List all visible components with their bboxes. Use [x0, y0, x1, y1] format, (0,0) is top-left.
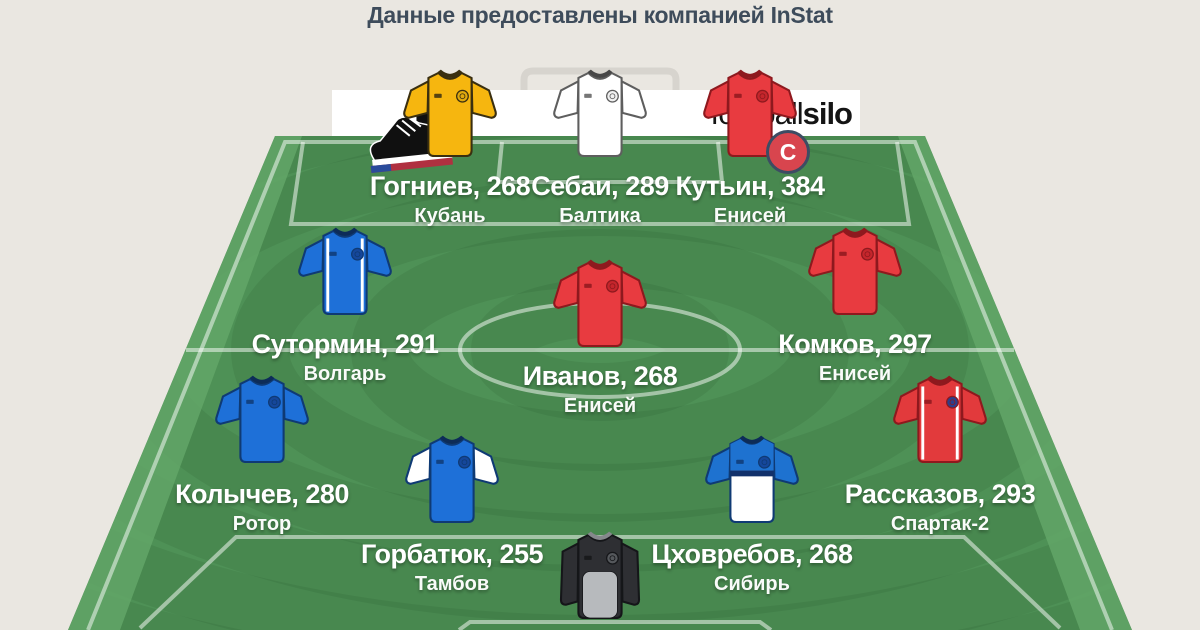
player-defender — [212, 374, 312, 474]
player-club: Енисей — [818, 363, 892, 386]
player-club: Кубань — [414, 205, 486, 228]
player-forward — [400, 68, 500, 168]
player-label: Кутьин, 384 Енисей — [600, 171, 900, 228]
player-midfielder — [295, 226, 395, 326]
player-club: Волгарь — [303, 363, 387, 386]
pitch-edge-right — [898, 136, 1132, 630]
player-label: Сутормин, 291 Волгарь — [195, 329, 495, 386]
player-jersey — [705, 435, 799, 524]
player-defender — [890, 374, 990, 474]
player-name-stat: Себаи, 289 — [531, 171, 669, 201]
player-name-stat: Иванов, 268 — [522, 361, 678, 391]
player-club: Тамбов — [414, 573, 490, 596]
player-name-stat: Цховребов, 268 — [651, 539, 853, 569]
player-name-stat: Комков, 297 — [778, 329, 932, 359]
player-jersey — [703, 69, 797, 158]
player-club: Спартак-2 — [890, 513, 990, 536]
player-name-stat: Горбатюк, 255 — [361, 539, 544, 569]
player-jersey — [893, 375, 987, 464]
player-jersey — [559, 531, 641, 620]
player-jersey — [553, 69, 647, 158]
player-label: Горбатюк, 255 Тамбов — [302, 539, 602, 596]
player-jersey — [215, 375, 309, 464]
pitch-edge-left — [68, 136, 302, 630]
player-label: Рассказов, 293 Спартак-2 — [790, 479, 1090, 536]
player-name-stat: Гогниев, 268 — [369, 171, 531, 201]
player-jersey — [403, 69, 497, 158]
player-jersey — [405, 435, 499, 524]
player-club: Сибирь — [714, 573, 790, 596]
player-label: Комков, 297 Енисей — [705, 329, 1005, 386]
player-club: Балтика — [559, 205, 641, 228]
page-title: Данные предоставлены компанией InStat — [367, 2, 833, 28]
player-name-stat: Колычев, 280 — [175, 479, 349, 509]
player-club: Енисей — [563, 395, 637, 418]
player-defender — [702, 434, 802, 534]
player-name-stat: Рассказов, 293 — [844, 479, 1036, 509]
player-defender — [402, 434, 502, 534]
player-label: Иванов, 268 Енисей — [450, 361, 750, 418]
player-jersey — [298, 227, 392, 316]
player-forward — [550, 68, 650, 168]
player-label: Колычев, 280 Ротор — [112, 479, 412, 536]
player-name-stat: Сутормин, 291 — [251, 329, 439, 359]
captain-badge: C — [766, 130, 810, 174]
player-name-stat: Кутьин, 384 — [675, 171, 825, 201]
player-jersey — [808, 227, 902, 316]
player-jersey — [553, 259, 647, 348]
player-label: Гогниев, 268 Кубань — [300, 171, 600, 228]
player-midfielder — [550, 258, 650, 358]
player-forward — [700, 68, 800, 168]
player-club: Енисей — [713, 205, 787, 228]
player-label: Себаи, 289 Балтика — [450, 171, 750, 228]
player-goalkeeper — [550, 530, 650, 630]
player-label: Цховребов, 268 Сибирь — [602, 539, 902, 596]
player-club: Ротор — [232, 513, 292, 536]
player-midfielder — [805, 226, 905, 326]
